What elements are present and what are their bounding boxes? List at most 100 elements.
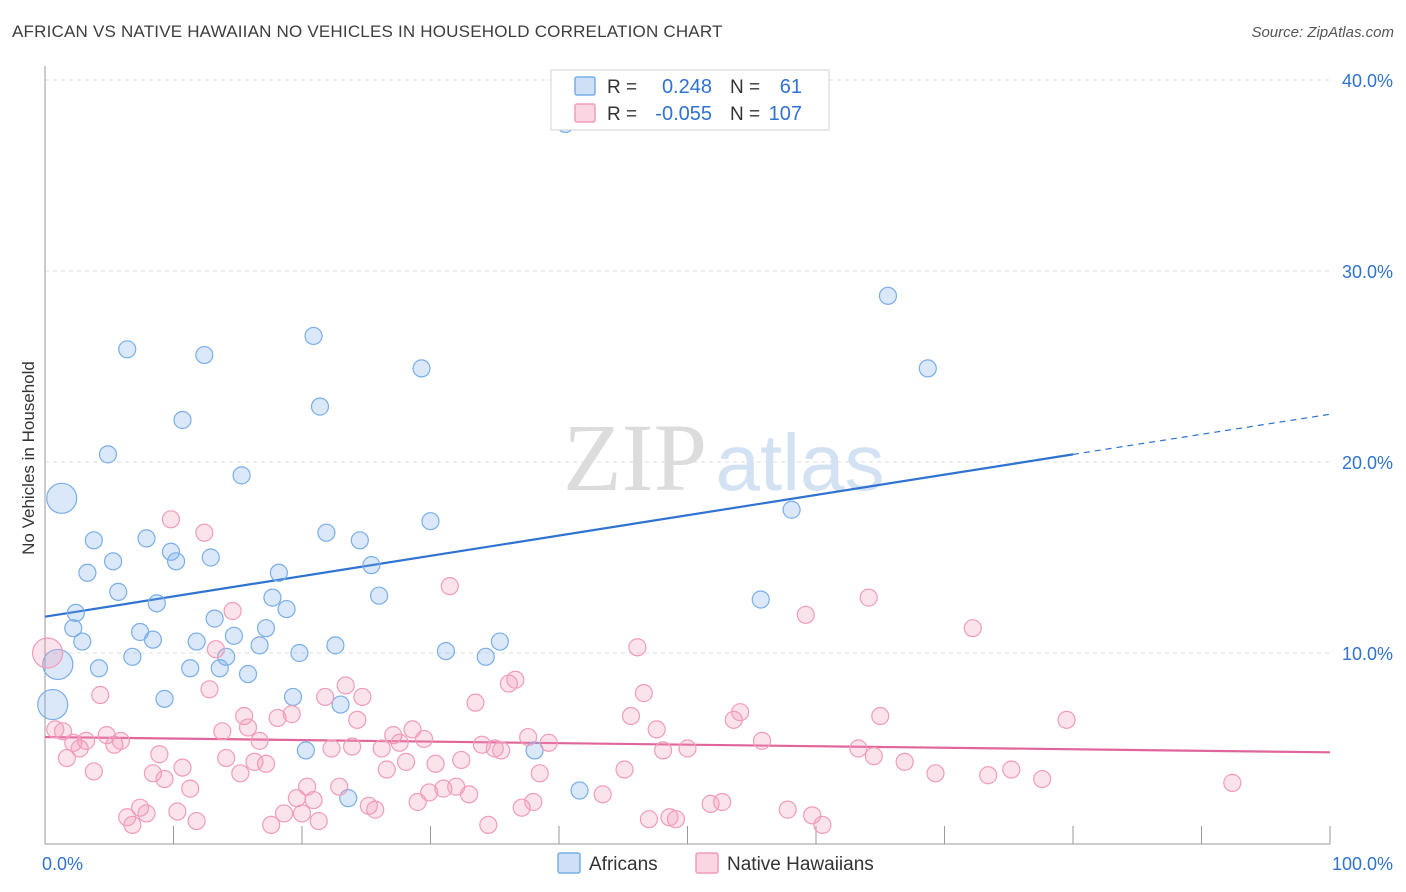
point-africans-28[interactable] [217,647,236,666]
point-africans-22[interactable] [181,659,200,678]
point-africans-9[interactable] [98,445,118,464]
point-africans-20[interactable] [166,552,186,571]
point-native-hawaiians-55[interactable] [377,760,396,779]
point-africans-33[interactable] [256,619,276,638]
point-native-hawaiians-36[interactable] [262,815,281,835]
point-native-hawaiians-102[interactable] [859,588,878,607]
point-africans-15[interactable] [137,529,156,548]
point-native-hawaiians-15[interactable] [137,804,156,823]
point-africans-58[interactable] [782,500,801,519]
point-africans-16[interactable] [143,630,163,649]
point-native-hawaiians-58[interactable] [396,752,416,771]
point-native-hawaiians-79[interactable] [530,764,549,783]
point-native-hawaiians-24[interactable] [195,523,214,542]
point-native-hawaiians-86[interactable] [639,810,659,829]
point-native-hawaiians-61[interactable] [414,729,434,749]
point-africans-38[interactable] [290,643,309,663]
point-native-hawaiians-51[interactable] [353,687,372,707]
point-africans-42[interactable] [317,523,336,542]
point-native-hawaiians-19[interactable] [161,510,181,529]
point-native-hawaiians-111[interactable] [1057,710,1076,729]
point-native-hawaiians-101[interactable] [849,739,868,758]
point-native-hawaiians-92[interactable] [701,794,720,813]
point-africans-50[interactable] [421,512,440,531]
point-native-hawaiians-68[interactable] [459,785,479,804]
point-africans-7[interactable] [84,531,103,550]
point-native-hawaiians-107[interactable] [963,619,982,638]
point-native-hawaiians-65[interactable] [440,577,459,596]
point-native-hawaiians-98[interactable] [796,605,815,624]
point-africans-60[interactable] [918,359,937,378]
point-africans-13[interactable] [123,647,142,666]
point-native-hawaiians-67[interactable] [452,750,471,770]
point-native-hawaiians-45[interactable] [316,687,335,707]
point-native-hawaiians-72[interactable] [485,739,504,758]
point-native-hawaiians-91[interactable] [678,739,697,758]
point-native-hawaiians-3[interactable] [57,748,76,768]
legend-bottom-label-native-hawaiians[interactable]: Native Hawaiians [727,854,874,875]
point-africans-48[interactable] [370,586,389,605]
point-native-hawaiians-73[interactable] [492,741,511,760]
point-native-hawaiians-90[interactable] [666,810,686,829]
point-native-hawaiians-57[interactable] [390,733,409,752]
point-native-hawaiians-71[interactable] [479,815,498,835]
point-native-hawaiians-85[interactable] [634,684,653,703]
point-native-hawaiians-21[interactable] [173,758,192,777]
point-africans-31[interactable] [238,664,258,684]
point-native-hawaiians-44[interactable] [309,811,328,831]
point-native-hawaiians-100[interactable] [813,815,832,835]
point-native-hawaiians-83[interactable] [621,706,641,726]
point-africans-47[interactable] [362,556,381,575]
point-native-hawaiians-26[interactable] [206,640,226,659]
point-africans-3[interactable] [64,619,83,638]
point-native-hawaiians-0[interactable] [31,637,64,669]
point-native-hawaiians-43[interactable] [304,790,323,810]
point-native-hawaiians-13[interactable] [123,815,142,835]
point-native-hawaiians-76[interactable] [512,798,531,817]
point-native-hawaiians-38[interactable] [274,804,294,823]
point-native-hawaiians-93[interactable] [713,792,732,812]
point-africans-2[interactable] [37,688,69,721]
point-native-hawaiians-29[interactable] [223,601,242,621]
point-native-hawaiians-48[interactable] [336,676,355,695]
point-native-hawaiians-54[interactable] [372,739,391,758]
point-native-hawaiians-39[interactable] [282,705,301,724]
point-native-hawaiians-106[interactable] [926,764,945,783]
point-native-hawaiians-109[interactable] [1002,760,1021,779]
point-native-hawaiians-81[interactable] [593,785,612,804]
point-native-hawaiians-27[interactable] [213,722,232,741]
point-native-hawaiians-108[interactable] [979,766,998,785]
point-native-hawaiians-69[interactable] [466,693,485,712]
point-native-hawaiians-47[interactable] [330,777,349,796]
point-africans-24[interactable] [195,345,214,365]
point-native-hawaiians-95[interactable] [731,703,750,722]
point-native-hawaiians-33[interactable] [245,752,264,771]
point-africans-49[interactable] [412,359,431,378]
point-native-hawaiians-63[interactable] [426,754,445,773]
point-africans-21[interactable] [173,410,192,430]
point-native-hawaiians-2[interactable] [53,722,73,741]
point-africans-32[interactable] [250,636,269,655]
point-native-hawaiians-96[interactable] [752,731,772,750]
point-native-hawaiians-23[interactable] [187,811,206,831]
point-africans-10[interactable] [104,552,123,571]
point-africans-0[interactable] [46,482,78,514]
legend-bottom-swatch-native-hawaiians[interactable] [695,852,719,874]
point-native-hawaiians-50[interactable] [348,710,367,729]
point-native-hawaiians-88[interactable] [653,741,673,760]
point-africans-35[interactable] [269,563,288,582]
point-native-hawaiians-103[interactable] [864,747,883,766]
point-africans-12[interactable] [118,340,137,359]
point-africans-34[interactable] [263,588,282,607]
point-native-hawaiians-18[interactable] [155,769,174,789]
point-native-hawaiians-82[interactable] [615,760,634,779]
point-native-hawaiians-53[interactable] [366,800,385,819]
point-native-hawaiians-84[interactable] [628,638,647,657]
point-africans-5[interactable] [73,632,92,651]
point-native-hawaiians-31[interactable] [235,706,254,726]
point-native-hawaiians-78[interactable] [524,792,543,812]
legend-bottom-swatch-africans[interactable] [557,852,581,874]
point-native-hawaiians-11[interactable] [111,731,130,750]
point-native-hawaiians-62[interactable] [420,783,439,802]
point-native-hawaiians-32[interactable] [238,718,258,737]
